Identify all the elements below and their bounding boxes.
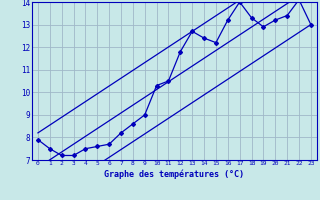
X-axis label: Graphe des températures (°C): Graphe des températures (°C) [104,169,244,179]
